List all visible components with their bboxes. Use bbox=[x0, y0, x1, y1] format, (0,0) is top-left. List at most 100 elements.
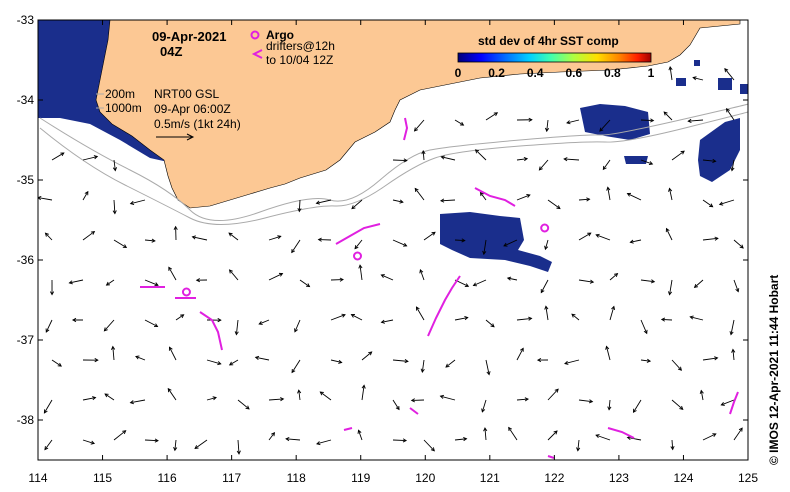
lon-tick-label: 121 bbox=[480, 471, 500, 485]
current-arrow-head bbox=[663, 111, 668, 116]
current-arrow-shaft bbox=[731, 159, 735, 171]
current-arrow-shaft bbox=[599, 119, 611, 132]
current-arrow-shaft bbox=[421, 359, 425, 373]
current-arrow-shaft bbox=[566, 119, 580, 124]
current-arrow-shaft bbox=[663, 111, 673, 121]
isobath-200-label: 200m bbox=[105, 87, 135, 101]
current-arrow-head bbox=[404, 359, 409, 364]
current-arrow-head bbox=[629, 239, 634, 244]
current-arrow-shaft bbox=[721, 399, 735, 406]
current-arrow-head bbox=[154, 438, 159, 443]
current-arrow-head bbox=[665, 227, 670, 233]
current-arrow-shaft bbox=[483, 239, 487, 255]
current-arrow-head bbox=[463, 436, 468, 442]
current-arrow-head bbox=[228, 361, 234, 366]
current-arrow-head bbox=[729, 331, 734, 336]
current-arrow-head bbox=[714, 236, 719, 241]
current-arrow-head bbox=[354, 245, 359, 250]
lat-tick-label: -35 bbox=[17, 173, 35, 187]
current-arrow-head bbox=[191, 235, 196, 240]
current-arrow-head bbox=[481, 408, 486, 413]
current-arrow-shaft bbox=[358, 430, 363, 441]
lon-tick-label: 123 bbox=[609, 471, 629, 485]
current-arrow-head bbox=[556, 205, 561, 210]
current-arrow-shaft bbox=[229, 359, 239, 366]
current-arrow-head bbox=[94, 358, 99, 363]
current-arrow-shaft bbox=[237, 439, 240, 454]
current-arrow-shaft bbox=[578, 232, 591, 241]
current-arrow-head bbox=[245, 405, 250, 410]
lon-tick-label: 116 bbox=[158, 471, 177, 485]
current-arrow-shaft bbox=[546, 119, 549, 132]
current-arrow-shaft bbox=[640, 279, 655, 283]
lat-tick-label: -36 bbox=[17, 253, 35, 267]
current-arrow-shaft bbox=[516, 398, 529, 401]
current-arrow-head bbox=[571, 313, 576, 318]
current-arrow-head bbox=[626, 192, 632, 197]
current-arrow-head bbox=[524, 397, 530, 402]
current-arrow-shaft bbox=[268, 432, 275, 441]
current-arrow-head bbox=[739, 244, 744, 249]
current-arrow-head bbox=[43, 409, 48, 414]
colorbar-tick-label: 0.6 bbox=[565, 66, 582, 80]
current-arrow-head bbox=[234, 331, 239, 336]
current-arrow-head bbox=[459, 121, 465, 126]
current-arrow-shaft bbox=[229, 269, 239, 281]
current-arrow-head bbox=[403, 242, 408, 247]
current-arrow-head bbox=[648, 161, 654, 166]
current-arrow-head bbox=[361, 384, 366, 389]
current-arrow-shaft bbox=[733, 279, 739, 292]
current-arrow-shaft bbox=[291, 239, 301, 253]
current-arrow-head bbox=[482, 250, 487, 256]
argo-float-marker bbox=[181, 287, 191, 297]
current-arrow-shaft bbox=[733, 427, 743, 441]
current-arrow-head bbox=[439, 394, 445, 399]
current-arrow-shaft bbox=[82, 156, 98, 161]
current-arrow-head bbox=[151, 238, 156, 243]
product-name: NRT00 GSL bbox=[154, 87, 219, 101]
argo-float-marker bbox=[353, 251, 362, 261]
current-arrow-shaft bbox=[351, 314, 363, 321]
map-hour: 04Z bbox=[160, 44, 182, 59]
credit-text: © IMOS 12-Apr-2021 11:44 Hobart bbox=[767, 275, 781, 465]
current-arrow-head bbox=[613, 272, 619, 277]
current-arrow-shaft bbox=[732, 349, 735, 361]
current-arrow-shaft bbox=[640, 159, 653, 165]
current-arrow-head bbox=[689, 315, 694, 320]
current-arrow-head bbox=[45, 328, 50, 333]
lon-tick-label: 125 bbox=[738, 471, 758, 485]
current-arrow-head bbox=[271, 432, 276, 437]
current-arrow-head bbox=[607, 406, 612, 411]
current-arrow-shaft bbox=[113, 239, 127, 248]
current-arrow-shaft bbox=[291, 359, 301, 373]
current-arrow-head bbox=[544, 245, 549, 251]
current-arrow-shaft bbox=[480, 192, 487, 201]
current-arrow-head bbox=[709, 203, 714, 208]
current-arrow-shaft bbox=[571, 313, 580, 321]
current-arrow-shaft bbox=[694, 279, 704, 288]
current-arrow-head bbox=[92, 396, 97, 401]
argo-float-marker bbox=[540, 223, 550, 233]
current-arrow-head bbox=[605, 345, 610, 350]
current-arrow-shaft bbox=[726, 108, 735, 121]
current-arrow-shaft bbox=[144, 279, 159, 286]
current-arrow-head bbox=[544, 305, 549, 310]
current-arrow-shaft bbox=[235, 319, 239, 335]
current-arrow-head bbox=[194, 445, 199, 450]
current-arrow-shaft bbox=[633, 399, 642, 413]
current-arrow-head bbox=[566, 120, 571, 125]
current-arrow-shaft bbox=[268, 273, 283, 281]
current-arrow-shaft bbox=[144, 239, 155, 242]
current-arrow-head bbox=[228, 269, 233, 274]
current-arrow-head bbox=[720, 401, 725, 406]
current-arrow-head bbox=[154, 282, 159, 287]
current-arrow-shaft bbox=[719, 199, 735, 205]
current-arrow-head bbox=[38, 196, 42, 201]
current-arrow-shaft bbox=[596, 234, 611, 241]
current-arrow-head bbox=[254, 355, 260, 360]
current-arrow-shaft bbox=[130, 199, 146, 205]
product-time: 09-Apr 06:00Z bbox=[154, 102, 231, 116]
current-arrow-head bbox=[122, 244, 128, 249]
current-arrow-head bbox=[687, 118, 692, 124]
current-arrow-head bbox=[258, 321, 263, 325]
